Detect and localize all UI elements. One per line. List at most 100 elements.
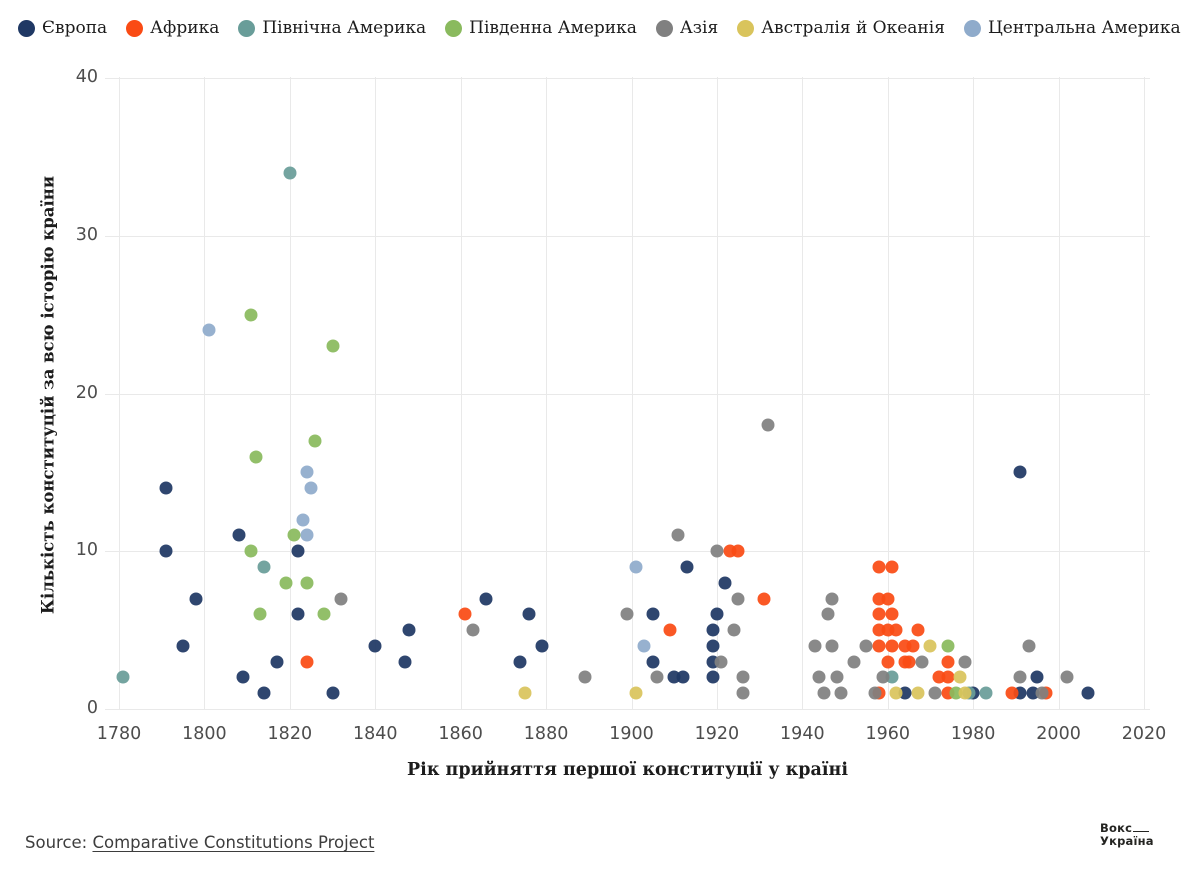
data-point (761, 418, 775, 432)
data-point (1013, 670, 1027, 684)
data-point (979, 686, 993, 700)
data-point (304, 481, 318, 495)
data-point (902, 655, 916, 669)
data-point (876, 670, 890, 684)
gridline (105, 78, 1150, 79)
data-point (279, 576, 293, 590)
data-point (244, 544, 258, 558)
data-point (283, 166, 297, 180)
legend-label: Європа (42, 18, 108, 38)
data-point (889, 623, 903, 637)
data-point (402, 623, 416, 637)
data-point (513, 655, 527, 669)
data-point (847, 655, 861, 669)
data-point (710, 607, 724, 621)
data-point (1035, 686, 1048, 700)
source-line: Source: Comparative Constitutions Projec… (25, 833, 374, 852)
data-point (257, 560, 271, 574)
data-point (808, 639, 822, 653)
data-point (1005, 686, 1019, 700)
data-point (176, 639, 190, 653)
voxukraine-logo: Вокс Україна (1100, 822, 1154, 848)
data-point (334, 592, 348, 606)
source-prefix: Source: (25, 833, 93, 852)
legend-item: Азія (655, 18, 718, 38)
chart-legend: Європа Африка Північна Америка Південна Аме… (18, 18, 1181, 38)
legend-label: Центральна Америка (987, 18, 1181, 38)
data-point (620, 607, 634, 621)
legend-item: Північна Америка (238, 18, 426, 38)
data-point (915, 655, 929, 669)
data-point (159, 481, 173, 495)
legend-item: Південна Америка (445, 18, 637, 38)
x-tick-label: 1940 (780, 724, 825, 744)
data-point (232, 528, 246, 542)
data-point (941, 670, 955, 684)
data-point (714, 655, 728, 669)
data-point (1022, 639, 1036, 653)
data-point (249, 450, 263, 464)
legend-label: Північна Америка (262, 18, 427, 38)
data-point (398, 655, 412, 669)
x-axis-title: Рік прийняття першої конституції у країн… (407, 760, 848, 780)
legend-swatch-icon (18, 19, 35, 37)
data-point (1030, 670, 1044, 684)
x-tick-label: 1820 (267, 724, 313, 744)
x-tick-label: 1800 (182, 724, 227, 744)
x-tick-label: 1860 (438, 724, 483, 744)
x-tick-label: 2020 (1121, 724, 1167, 744)
x-tick-label: 1900 (609, 724, 654, 744)
data-point (650, 670, 664, 684)
data-point (458, 607, 472, 621)
data-point (116, 670, 130, 684)
legend-swatch-icon (238, 19, 256, 37)
data-point (885, 639, 899, 653)
data-point (710, 544, 724, 558)
data-point (300, 528, 314, 542)
y-tick-label: 20 (75, 382, 98, 403)
source-link[interactable]: Comparative Constitutions Project (92, 833, 375, 852)
data-point (706, 639, 720, 653)
data-point (911, 623, 925, 637)
legend-swatch-icon (445, 19, 463, 37)
data-point (479, 592, 493, 606)
legend-label: Австралія й Океанія (761, 18, 945, 38)
data-point (637, 639, 651, 653)
data-point (825, 639, 839, 653)
x-tick-label: 1840 (352, 724, 398, 744)
data-point (578, 670, 592, 684)
data-point (300, 576, 314, 590)
data-point (466, 623, 480, 637)
data-point (928, 686, 942, 700)
data-point (736, 670, 750, 684)
legend-swatch-icon (963, 19, 981, 37)
data-point (159, 544, 173, 558)
data-point (317, 607, 331, 621)
data-point (1081, 686, 1095, 700)
data-point (812, 670, 826, 684)
y-tick-label: 30 (75, 224, 98, 245)
legend-item: Європа (18, 18, 107, 38)
data-point (825, 592, 839, 606)
legend-swatch-icon (126, 19, 144, 37)
data-point (706, 623, 720, 637)
data-point (757, 592, 771, 606)
plot-area (105, 77, 1150, 712)
data-point (300, 465, 314, 479)
legend-label: Африка (150, 18, 220, 38)
data-point (731, 544, 745, 558)
data-point (680, 560, 694, 574)
data-point (911, 686, 925, 700)
data-point (941, 655, 955, 669)
gridline (105, 393, 1150, 395)
data-point (718, 576, 732, 590)
data-point (1013, 465, 1027, 479)
data-point (291, 544, 305, 558)
x-tick-label: 1960 (865, 724, 911, 744)
data-point (958, 686, 972, 700)
legend-item: Центральна Америка (963, 18, 1181, 38)
data-point (881, 655, 895, 669)
data-point (368, 639, 382, 653)
data-point (326, 339, 340, 353)
